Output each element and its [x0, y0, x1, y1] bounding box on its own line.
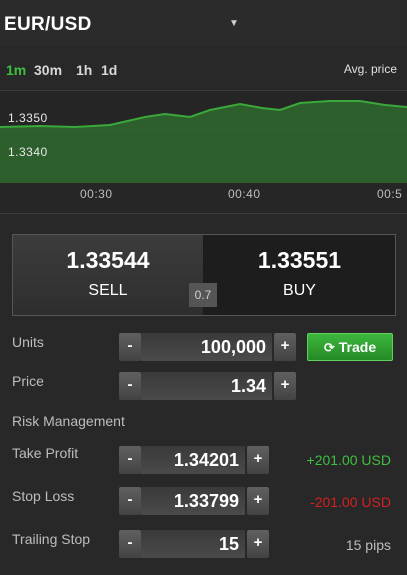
buy-label: BUY: [283, 282, 316, 299]
units-minus-button[interactable]: -: [119, 333, 141, 361]
instrument-header[interactable]: EUR/USD ▼: [0, 0, 407, 46]
timeframe-bar: 1m 30m 1h 1d Avg. price: [0, 54, 407, 90]
take-profit-stepper: - 1.34201 +: [119, 446, 269, 474]
price-input[interactable]: 1.34: [141, 372, 272, 400]
x-axis: 00:30 00:40 00:5: [0, 183, 407, 209]
sell-button[interactable]: 1.33544 SELL: [13, 235, 203, 315]
timeframe-1m[interactable]: 1m: [6, 62, 27, 78]
take-profit-result: +201.00 USD: [306, 452, 391, 468]
units-label: Units: [12, 334, 44, 350]
trade-label: Trade: [338, 339, 377, 355]
units-stepper: - 100,000 +: [119, 333, 296, 361]
price-stepper: - 1.34 +: [119, 372, 296, 400]
stop-loss-input[interactable]: 1.33799: [141, 487, 245, 515]
avg-price-toggle[interactable]: Avg. price: [343, 62, 397, 76]
buy-price: 1.33551: [257, 247, 342, 273]
trailing-stop-result: 15 pips: [345, 537, 391, 553]
y-tick-2: 1.3340: [8, 145, 48, 159]
stop-loss-result: -201.00 USD: [310, 494, 391, 510]
timeframe-1h[interactable]: 1h: [76, 62, 93, 78]
price-chart-svg: [0, 100, 407, 184]
price-area: [0, 101, 407, 184]
units-input[interactable]: 100,000: [141, 333, 272, 361]
x-tick-1: 00:30: [80, 187, 113, 201]
stop-loss-stepper: - 1.33799 +: [119, 487, 269, 515]
timeframe-30m[interactable]: 30m: [34, 62, 63, 78]
buy-button[interactable]: 1.33551 BUY: [204, 235, 395, 315]
trailing-stop-input[interactable]: 15: [141, 530, 245, 558]
stop-loss-minus-button[interactable]: -: [119, 487, 141, 515]
price-minus-button[interactable]: -: [119, 372, 141, 400]
divider: [0, 213, 407, 214]
take-profit-plus-button[interactable]: +: [247, 446, 269, 474]
triangle-down-icon[interactable]: ▼: [229, 18, 239, 29]
take-profit-input[interactable]: 1.34201: [141, 446, 245, 474]
sell-price: 1.33544: [66, 247, 150, 273]
risk-management-title: Risk Management: [12, 413, 125, 429]
stop-loss-label: Stop Loss: [12, 488, 75, 504]
x-tick-3: 00:5: [377, 187, 403, 201]
trailing-stop-label: Trailing Stop: [12, 531, 91, 547]
price-chart: 1.3350 1.3340: [0, 90, 407, 184]
sell-label: SELL: [88, 282, 128, 299]
price-label: Price: [12, 373, 44, 389]
instrument-pair: EUR/USD: [4, 14, 92, 35]
trailing-stop-plus-button[interactable]: +: [247, 530, 269, 558]
y-tick-1: 1.3350: [8, 111, 48, 125]
units-plus-button[interactable]: +: [274, 333, 296, 361]
price-line: [0, 100, 407, 129]
trailing-stop-minus-button[interactable]: -: [119, 530, 141, 558]
take-profit-minus-button[interactable]: -: [119, 446, 141, 474]
x-tick-2: 00:40: [228, 187, 261, 201]
spread-badge: 0.7: [189, 283, 217, 307]
quote-box: 1.33544 SELL 1.33551 BUY 0.7: [12, 234, 396, 316]
timeframe-1d[interactable]: 1d: [101, 62, 118, 78]
stop-loss-plus-button[interactable]: +: [247, 487, 269, 515]
trade-button[interactable]: ⟳ Trade: [307, 333, 393, 361]
price-plus-button[interactable]: +: [274, 372, 296, 400]
refresh-icon: ⟳: [323, 340, 335, 355]
trailing-stop-stepper: - 15 +: [119, 530, 269, 558]
take-profit-label: Take Profit: [12, 445, 79, 461]
